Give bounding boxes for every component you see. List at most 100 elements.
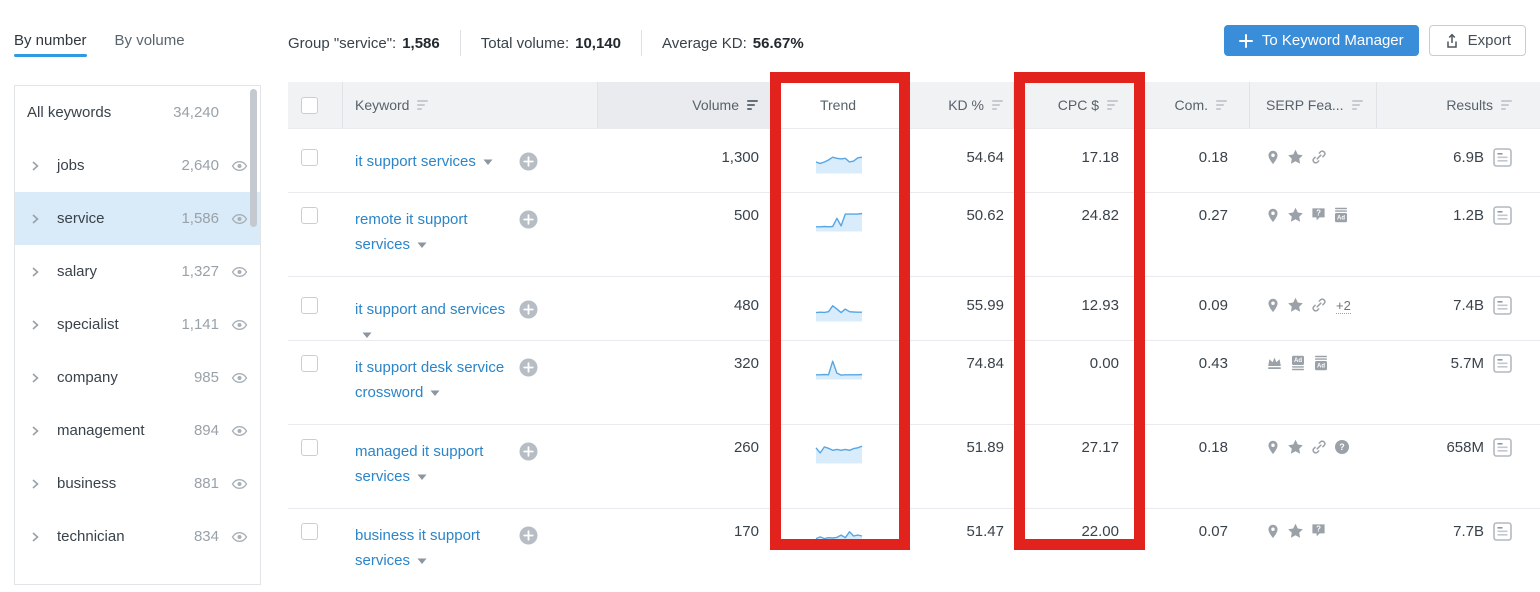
column-header-keyword[interactable]: Keyword (343, 82, 598, 128)
keyword-dropdown-caret-icon[interactable] (430, 390, 440, 397)
chevron-right-icon[interactable] (29, 212, 41, 226)
serp-features-cell: ? (1250, 509, 1377, 592)
serp-snapshot-icon[interactable] (1493, 206, 1512, 229)
com-cell: 0.07 (1198, 523, 1228, 540)
sidebar-group-technician[interactable]: technician 834 (15, 510, 260, 563)
column-header-com[interactable]: Com. (1136, 82, 1250, 128)
row-checkbox[interactable] (301, 523, 318, 540)
sidebar-group-specialist[interactable]: specialist 1,141 (15, 298, 260, 351)
eye-icon[interactable] (231, 159, 248, 173)
sidebar-group-business[interactable]: business 881 (15, 457, 260, 510)
svg-text:?: ? (1316, 208, 1321, 217)
chevron-right-icon[interactable] (29, 424, 41, 438)
sidebar-group-service[interactable]: service 1,586 (15, 192, 260, 245)
keyword-dropdown-caret-icon[interactable] (417, 242, 427, 249)
to-keyword-manager-button[interactable]: To Keyword Manager (1223, 25, 1419, 56)
column-header-serp[interactable]: SERP Fea... (1250, 82, 1377, 128)
column-header-kd[interactable]: KD % (906, 82, 1014, 128)
sidebar-scrollbar-thumb[interactable] (250, 89, 257, 227)
eye-icon[interactable] (231, 371, 248, 385)
column-header-label: Results (1446, 97, 1493, 113)
keyword-dropdown-caret-icon[interactable] (417, 558, 427, 565)
cpc-cell: 0.00 (1089, 355, 1119, 372)
keyword-dropdown-caret-icon[interactable] (362, 332, 372, 339)
eye-icon[interactable] (231, 318, 248, 332)
trend-sparkline (815, 156, 862, 174)
serp-snapshot-icon[interactable] (1493, 354, 1512, 377)
com-cell: 0.09 (1198, 297, 1228, 314)
tab-by-volume[interactable]: By volume (115, 32, 185, 61)
chevron-right-icon[interactable] (29, 530, 41, 544)
eye-icon[interactable] (231, 212, 248, 226)
people-also-ask-icon: ? (1311, 207, 1326, 226)
row-checkbox[interactable] (301, 439, 318, 456)
eye-icon[interactable] (231, 424, 248, 438)
sidebar-group-management[interactable]: management 894 (15, 404, 260, 457)
serp-snapshot-icon[interactable] (1493, 438, 1512, 461)
tab-by-number[interactable]: By number (14, 32, 87, 61)
trend-cell (771, 509, 906, 592)
row-checkbox[interactable] (301, 149, 318, 166)
keyword-link[interactable]: it support and services (355, 297, 515, 347)
sidebar-group-jobs[interactable]: jobs 2,640 (15, 139, 260, 192)
chevron-right-icon[interactable] (29, 318, 41, 332)
chevron-right-icon[interactable] (29, 265, 41, 279)
add-keyword-button[interactable] (519, 152, 538, 171)
results-cell: 5.7M (1377, 341, 1540, 424)
select-all-checkbox[interactable] (301, 96, 318, 114)
row-checkbox-cell (288, 193, 343, 276)
sitelinks-link-icon (1311, 297, 1327, 317)
keyword-link[interactable]: remote it support services (355, 207, 515, 257)
column-header-label: CPC $ (1057, 97, 1099, 113)
keyword-link[interactable]: managed it support services (355, 439, 515, 489)
kd-cell: 55.99 (966, 297, 1004, 314)
keyword-link[interactable]: it support desk service crossword (355, 355, 515, 405)
serp-snapshot-icon[interactable] (1493, 148, 1512, 171)
svg-text:Ad: Ad (1337, 215, 1345, 221)
column-header-volume[interactable]: Volume (598, 82, 771, 128)
keyword-link[interactable]: business it support services (355, 523, 515, 573)
add-keyword-button[interactable] (519, 526, 538, 545)
chevron-right-icon[interactable] (29, 477, 41, 491)
column-header-results[interactable]: Results (1377, 82, 1540, 128)
results-value: 5.7M (1450, 355, 1484, 372)
sitelinks-link-icon (1311, 149, 1327, 169)
keyword-line: crossword (355, 380, 515, 405)
row-checkbox[interactable] (301, 207, 318, 224)
column-header-cpc[interactable]: CPC $ (1014, 82, 1136, 128)
sidebar-group-salary[interactable]: salary 1,327 (15, 245, 260, 298)
serp-snapshot-icon[interactable] (1493, 296, 1512, 319)
keyword-line: remote it support (355, 211, 468, 228)
row-checkbox[interactable] (301, 297, 318, 314)
keyword-dropdown-caret-icon[interactable] (483, 159, 493, 166)
add-keyword-button[interactable] (519, 210, 538, 229)
add-keyword-button[interactable] (519, 358, 538, 377)
average-kd-value: 56.67% (752, 34, 804, 52)
add-keyword-button[interactable] (519, 442, 538, 461)
serp-more-link[interactable]: +2 (1336, 298, 1351, 314)
eye-icon[interactable] (231, 530, 248, 544)
column-header-label: Com. (1174, 97, 1208, 113)
ads-bottom-icon: Ad (1333, 207, 1349, 227)
trend-cell (771, 341, 906, 424)
active-tab-underline (14, 54, 87, 57)
local-pack-pin-icon (1266, 297, 1280, 318)
keyword-line: it support desk service (355, 359, 505, 376)
chevron-right-icon[interactable] (29, 159, 41, 173)
serp-snapshot-icon[interactable] (1493, 522, 1512, 545)
group-count: 1,141 (181, 316, 219, 333)
export-button[interactable]: Export (1428, 25, 1526, 56)
sidebar-group-company[interactable]: company 985 (15, 351, 260, 404)
add-keyword-button[interactable] (519, 300, 538, 319)
average-kd-label: Average KD: (662, 34, 747, 52)
keyword-dropdown-caret-icon[interactable] (417, 474, 427, 481)
eye-icon[interactable] (231, 477, 248, 491)
column-header-label: Keyword (355, 97, 410, 113)
sidebar-item-all-keywords[interactable]: All keywords 34,240 (15, 86, 260, 139)
top-bar: By number By volume Group "service": 1,5… (0, 0, 1540, 72)
eye-icon[interactable] (231, 265, 248, 279)
row-checkbox[interactable] (301, 355, 318, 372)
keyword-link[interactable]: it support services (355, 149, 515, 174)
all-keywords-label: All keywords (27, 104, 112, 121)
chevron-right-icon[interactable] (29, 371, 41, 385)
